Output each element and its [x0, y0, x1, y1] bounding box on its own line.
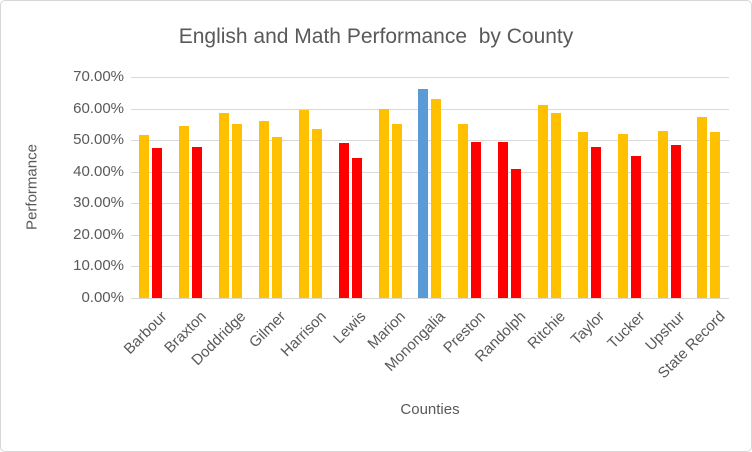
y-tick-label: 50.00%	[73, 131, 124, 149]
bar-group-gilmer	[251, 77, 291, 298]
x-tick-label: Ritchie	[524, 308, 569, 353]
y-tick-label: 70.00%	[73, 68, 124, 85]
bar-upshur-english	[657, 130, 668, 298]
bar-group-state-record	[689, 77, 729, 298]
bar-group-marion	[370, 77, 410, 298]
bar-state-record-english	[697, 116, 708, 298]
bar-preston-math	[471, 141, 482, 298]
gridline	[131, 266, 729, 268]
bar-group-tucker	[609, 77, 649, 298]
bar-group-harrison	[290, 77, 330, 298]
bar-lewis-english	[338, 143, 349, 298]
x-tick-label: Barbour	[120, 308, 170, 358]
bar-tucker-english	[617, 133, 628, 298]
bar-monongalia-english	[418, 88, 429, 298]
bar-group-braxton	[171, 77, 211, 298]
y-tick-label: 10.00%	[73, 257, 124, 275]
gridline	[131, 140, 729, 142]
plot-area	[131, 77, 729, 299]
bar-doddridge-english	[219, 113, 230, 298]
bar-marion-english	[378, 108, 389, 298]
bar-group-doddridge	[211, 77, 251, 298]
bar-barbour-math	[152, 148, 163, 298]
bar-group-upshur	[649, 77, 689, 298]
y-tick-label: 60.00%	[73, 99, 124, 117]
bar-state-record-math	[710, 132, 721, 298]
bar-ritchie-math	[551, 113, 562, 298]
bar-group-ritchie	[530, 77, 570, 298]
bar-lewis-math	[351, 157, 362, 298]
bar-group-lewis	[330, 77, 370, 298]
bar-monongalia-math	[431, 99, 442, 298]
gridline	[131, 203, 729, 205]
bar-group-preston	[450, 77, 490, 298]
gridline	[131, 108, 729, 110]
bar-preston-english	[458, 124, 469, 298]
bar-gilmer-math	[272, 137, 282, 298]
y-tick-label: 20.00%	[73, 225, 124, 243]
bar-group-monongalia	[410, 77, 450, 298]
bar-harrison-math	[311, 129, 322, 298]
bar-marion-math	[391, 124, 402, 298]
gridline	[131, 77, 729, 78]
bars-layer	[131, 77, 729, 298]
bar-braxton-english	[179, 125, 190, 298]
bar-group-randolph	[490, 77, 530, 298]
bar-ritchie-english	[538, 105, 549, 298]
bar-randolph-math	[511, 168, 522, 298]
gridline	[131, 234, 729, 236]
x-axis-title: Counties	[400, 401, 460, 418]
gridline	[131, 171, 729, 173]
bar-doddridge-math	[232, 124, 243, 298]
x-tick-label: Tucker	[604, 308, 649, 353]
bar-harrison-english	[298, 110, 309, 298]
bar-braxton-math	[192, 146, 203, 298]
bar-upshur-math	[670, 144, 681, 298]
y-tick-label: 40.00%	[73, 162, 124, 180]
y-tick-label: 0.00%	[81, 289, 124, 306]
bar-group-barbour	[131, 77, 171, 298]
bar-barbour-english	[139, 135, 150, 298]
bar-taylor-math	[590, 146, 601, 298]
chart-title: English and Math Performance by County	[178, 25, 574, 48]
bar-tucker-math	[630, 155, 641, 298]
bar-taylor-english	[577, 132, 588, 298]
y-axis-title: Performance	[23, 144, 41, 230]
x-tick-label: Taylor	[568, 308, 609, 349]
bar-group-taylor	[569, 77, 609, 298]
y-tick-label: 30.00%	[73, 194, 124, 212]
bar-randolph-english	[498, 141, 509, 298]
bar-gilmer-english	[259, 121, 269, 298]
x-tick-label: Lewis	[330, 308, 370, 348]
